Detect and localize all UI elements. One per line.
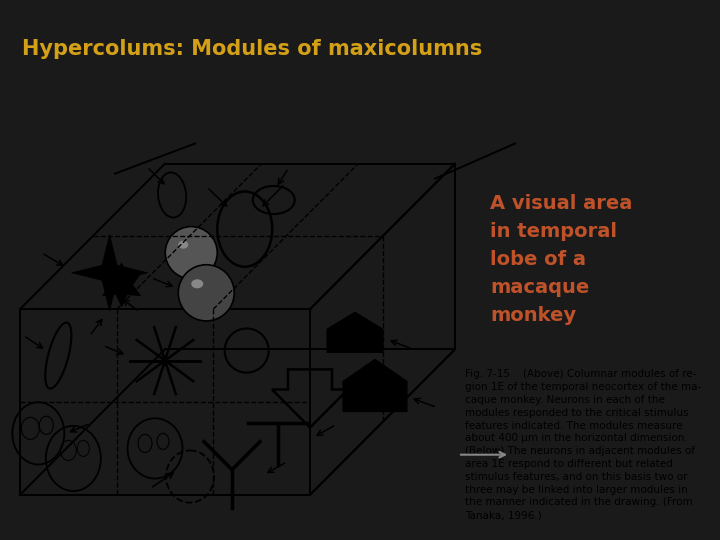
Circle shape <box>179 265 234 321</box>
Text: A visual area
in temporal
lobe of a
macaque
monkey: A visual area in temporal lobe of a maca… <box>490 194 632 325</box>
Polygon shape <box>327 312 383 352</box>
Text: Hypercolums: Modules of maxicolumns: Hypercolums: Modules of maxicolumns <box>22 38 482 58</box>
Ellipse shape <box>192 279 203 288</box>
Ellipse shape <box>179 241 188 249</box>
Circle shape <box>166 227 217 279</box>
Polygon shape <box>343 359 407 411</box>
Polygon shape <box>102 263 140 307</box>
Polygon shape <box>71 234 148 311</box>
Text: Fig. 7-15    (Above) Columnar modules of re-
gion 1E of the temporal neocortex o: Fig. 7-15 (Above) Columnar modules of re… <box>465 369 701 520</box>
